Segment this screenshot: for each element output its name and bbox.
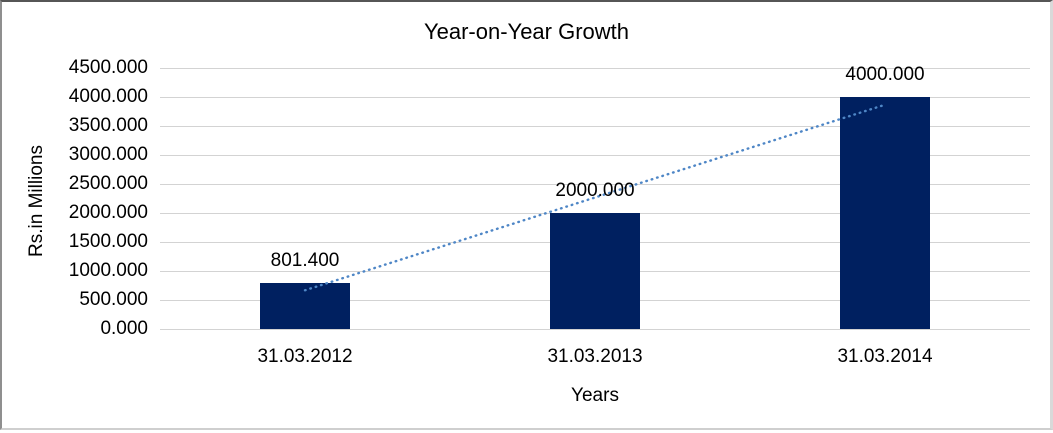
bar (840, 97, 930, 329)
chart-title: Year-on-Year Growth (423, 19, 630, 44)
y-tick-label: 0.000 (100, 318, 148, 339)
bar-data-label: 801.400 (270, 249, 340, 271)
y-tick-label: 4500.000 (68, 57, 148, 78)
y-tick-label: 1000.000 (68, 260, 148, 281)
y-tick-label: 2000.000 (68, 202, 148, 223)
y-tick-label: 500.000 (79, 289, 148, 310)
bar-data-label: 2000.000 (555, 180, 635, 201)
gridline (160, 67, 1030, 69)
gridline (160, 328, 1030, 330)
gridline (160, 96, 1030, 98)
x-category-label: 31.03.2014 (837, 346, 933, 367)
y-tick-label: 3000.000 (68, 144, 148, 165)
x-axis-title: Years (571, 385, 619, 406)
y-tick-label: 2500.000 (68, 173, 148, 194)
x-category-label: 31.03.2012 (257, 346, 353, 367)
y-tick-label: 4000.000 (68, 86, 148, 107)
bar (550, 213, 640, 329)
bar (260, 282, 350, 329)
y-tick-label: 1500.000 (68, 231, 148, 252)
bar-data-label: 4000.000 (845, 64, 925, 85)
x-category-label: 31.03.2013 (547, 346, 643, 367)
y-tick-label: 3500.000 (68, 115, 148, 136)
